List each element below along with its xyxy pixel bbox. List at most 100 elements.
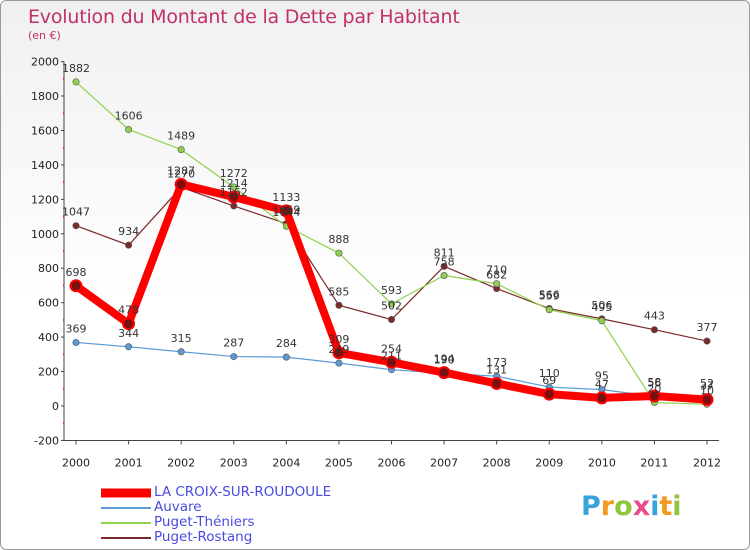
legend-label: Puget-Théniers — [154, 514, 255, 530]
data-label-0: 131 — [486, 363, 507, 376]
data-label-1: 315 — [171, 332, 192, 345]
data-label-2: 1044 — [272, 206, 300, 219]
data-point-2 — [598, 317, 606, 325]
legend-label: LA CROIX-SUR-ROUDOULE — [154, 484, 332, 500]
y-tick-label: 0 — [52, 400, 59, 413]
data-label-2: 10 — [700, 384, 714, 397]
y-tick-label: -200 — [34, 434, 59, 447]
data-label-0: 1287 — [167, 164, 195, 177]
legend-label: Auvare — [154, 499, 202, 515]
x-tick-label: 2008 — [483, 456, 511, 469]
data-point-3 — [387, 316, 395, 324]
legend-label: Puget-Rostang — [154, 529, 253, 545]
x-tick-label: 2000 — [62, 456, 90, 469]
data-point-1 — [282, 353, 290, 361]
data-label-2: 1606 — [115, 109, 143, 122]
data-label-1: 56 — [647, 376, 661, 389]
data-label-0: 478 — [118, 304, 139, 317]
x-tick-label: 2003 — [220, 456, 248, 469]
data-label-2: 758 — [434, 255, 455, 268]
data-point-0 — [69, 279, 83, 293]
data-label-2: 559 — [539, 290, 560, 303]
data-label-0: 254 — [381, 342, 402, 355]
data-label-2: 495 — [591, 301, 612, 314]
data-label-2: 1489 — [167, 130, 195, 143]
data-point-3 — [72, 222, 80, 230]
y-tick-label: 2000 — [31, 56, 59, 69]
data-point-3 — [125, 241, 133, 249]
data-point-2 — [177, 146, 185, 154]
data-point-0 — [700, 393, 714, 407]
data-label-1: 190 — [434, 353, 455, 366]
data-point-0 — [122, 317, 136, 331]
x-tick-label: 2012 — [693, 456, 721, 469]
logo-letter: P — [581, 491, 601, 522]
data-label-1: 110 — [539, 367, 560, 380]
y-tick-label: 400 — [38, 331, 59, 344]
x-tick-label: 2011 — [640, 456, 668, 469]
data-label-1: 173 — [486, 356, 507, 369]
logo-letter: o — [614, 491, 633, 522]
data-label-0: 309 — [328, 333, 349, 346]
chart-title: Evolution du Montant de la Dette par Hab… — [28, 6, 460, 28]
data-label-0: 69 — [542, 374, 556, 387]
data-label-3: 682 — [486, 269, 507, 282]
data-label-3: 585 — [328, 285, 349, 298]
data-label-3: 1270 — [167, 167, 195, 180]
data-label-1: 249 — [328, 343, 349, 356]
data-point-0 — [332, 346, 346, 360]
y-tick-label: 1400 — [31, 159, 59, 172]
y-tick-label: 600 — [38, 297, 59, 310]
data-label-1: 344 — [118, 327, 139, 340]
data-label-0: 1133 — [272, 191, 300, 204]
x-tick-label: 2007 — [430, 456, 458, 469]
data-point-1 — [230, 353, 238, 361]
x-tick-label: 2004 — [272, 456, 300, 469]
data-point-0 — [542, 387, 556, 401]
x-tick-label: 2009 — [535, 456, 563, 469]
data-point-0 — [385, 355, 398, 369]
data-label-2: 1272 — [220, 167, 248, 180]
data-point-3 — [335, 301, 343, 309]
x-tick-label: 2005 — [325, 456, 353, 469]
data-point-2 — [335, 249, 343, 257]
data-label-3: 1059 — [272, 204, 300, 217]
logo-letter: i — [650, 491, 660, 522]
data-label-0: 1214 — [220, 177, 248, 190]
data-point-1 — [125, 343, 133, 351]
data-label-3: 1047 — [62, 206, 90, 219]
legend-swatch — [101, 506, 151, 509]
data-point-2 — [230, 183, 238, 191]
data-point-2 — [72, 78, 80, 86]
legend-swatch — [101, 488, 151, 497]
data-label-2: 1882 — [62, 62, 90, 75]
y-tick-label: 1000 — [31, 228, 59, 241]
data-label-0: 37 — [700, 380, 714, 393]
x-tick-label: 2001 — [115, 456, 143, 469]
data-label-2: 20 — [647, 383, 661, 396]
data-point-2 — [545, 306, 553, 314]
y-tick-label: 200 — [38, 366, 59, 379]
data-point-0 — [647, 389, 661, 403]
x-tick-label: 2010 — [588, 456, 616, 469]
line-chart: -200 0 200 400 600 800 1000 1200 1400 1600 1800 200… — [31, 56, 721, 470]
data-point-0 — [595, 391, 609, 405]
y-tick-label: 1800 — [31, 90, 59, 103]
logo-letter: x — [632, 491, 651, 522]
data-label-1: 284 — [276, 337, 297, 350]
data-label-2: 593 — [381, 284, 402, 297]
y-tick-label: 800 — [38, 262, 59, 275]
data-point-1 — [72, 338, 80, 346]
data-label-3: 443 — [644, 310, 665, 323]
legend-swatch — [101, 536, 151, 539]
data-point-1 — [335, 359, 343, 367]
logo-letter: t — [659, 491, 673, 522]
data-point-3 — [230, 202, 238, 210]
data-label-2: 888 — [328, 233, 349, 246]
data-label-3: 566 — [539, 289, 560, 302]
logo-letter: i — [672, 491, 682, 522]
x-tick-label: 2006 — [378, 456, 406, 469]
y-tick-label: 1600 — [31, 124, 59, 137]
data-point-3 — [440, 262, 448, 270]
data-label-0: 47 — [595, 378, 609, 391]
